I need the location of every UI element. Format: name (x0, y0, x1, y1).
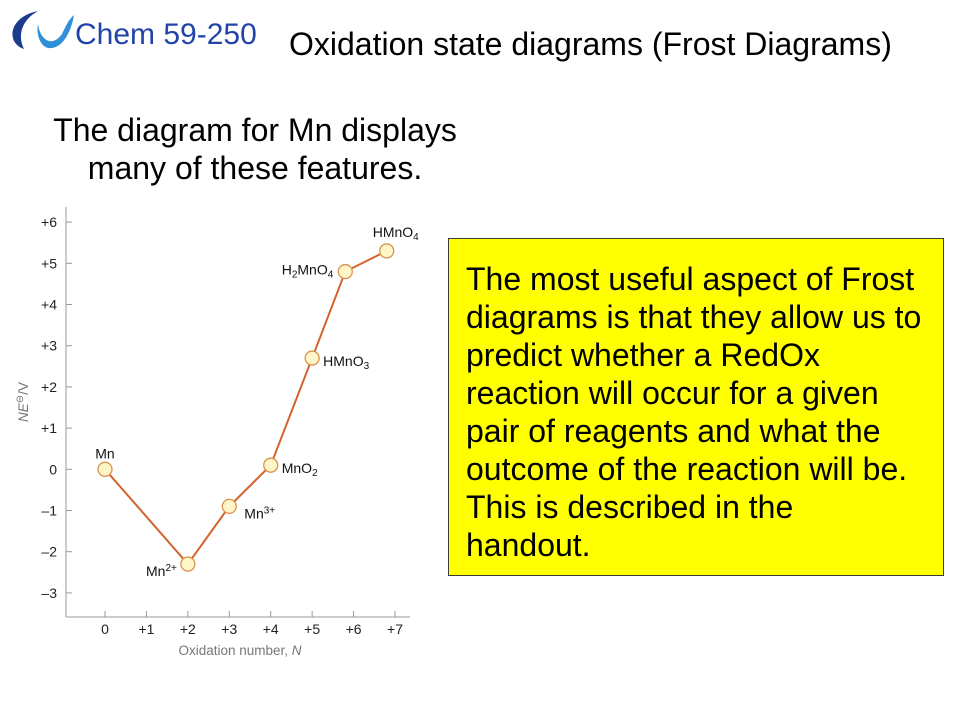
label-subscript: 3 (364, 361, 370, 372)
label-subscript: 2 (312, 468, 318, 479)
x-axis-label-text: Oxidation number, (178, 643, 291, 658)
course-code: Chem 59-250 (75, 18, 257, 51)
x-axis-label: Oxidation number, N (178, 643, 301, 658)
callout-line: The most useful aspect of Frost (466, 261, 915, 297)
slide-title: Oxidation state diagrams (Frost Diagrams… (289, 26, 892, 62)
data-point (180, 556, 196, 572)
label-text: Mn (146, 563, 165, 579)
point-label: MnO2 (282, 460, 318, 479)
y-tick-label: –2 (41, 544, 57, 560)
callout-line: This is described in the (466, 489, 794, 525)
university-logo-icon (12, 11, 74, 49)
label-subscript: 4 (413, 232, 419, 243)
y-tick-label: –3 (41, 585, 57, 601)
point-label: Mn3+ (244, 505, 275, 521)
label-text: Mn (95, 445, 114, 461)
point-label: HMnO3 (323, 353, 369, 372)
y-tick-label: –1 (41, 503, 57, 519)
intro-line: many of these features. (87, 150, 423, 186)
data-point (97, 461, 113, 477)
y-tick-label: +5 (41, 255, 57, 271)
y-axis-label: NE⊖/V (15, 382, 31, 422)
x-tick-label: +6 (346, 621, 362, 637)
frost-diagram-chart: +6+5+4+3+2+10–1–2–3 0 +1 +2 +3 +4 +5 +6 +7 MnMn… (15, 207, 419, 658)
point-label: Mn2+ (146, 563, 177, 579)
x-ticks: 0 +1 +2 +3 +4 +5 +6 +7 (101, 611, 403, 637)
y-tick-label: +3 (41, 338, 57, 354)
data-point (304, 350, 320, 366)
point-label: HMnO4 (373, 224, 419, 243)
x-tick-label: +3 (221, 621, 237, 637)
y-tick-label: 0 (49, 461, 57, 477)
label-subscript: 4 (328, 270, 334, 281)
logo-light-swoosh (37, 15, 74, 49)
intro-line: The diagram for Mn displays (53, 112, 457, 148)
x-tick-label: +4 (263, 621, 279, 637)
data-point (263, 457, 279, 473)
label-text: HMnO (373, 224, 414, 240)
label-text: MnO (297, 262, 327, 278)
callout-box: The most useful aspect of Frost diagrams… (448, 238, 944, 576)
data-point (379, 243, 395, 259)
y-tick-label: +1 (41, 420, 57, 436)
label-superscript: 2+ (165, 563, 177, 574)
x-tick-label: +1 (138, 621, 154, 637)
y-tick-label: +6 (41, 214, 57, 230)
x-tick-label: 0 (101, 621, 109, 637)
callout-line: predict whether a RedOx (466, 337, 820, 373)
intro-text: The diagram for Mn displays many of thes… (40, 111, 470, 187)
label-subscript: 2 (292, 270, 298, 281)
x-tick-label: +5 (304, 621, 320, 637)
x-axis-label-variable: N (292, 643, 302, 658)
data-point (221, 498, 237, 515)
point-label: H2MnO4 (282, 262, 334, 281)
y-ticks: +6 +5 +4 +3 +2 +1 0 –1 –2 –3 (41, 214, 72, 601)
logo-dark-swoosh (12, 11, 39, 49)
label-superscript: 3+ (264, 505, 276, 516)
callout-line: outcome of the reaction will be. (466, 451, 908, 487)
y-tick-label: +4 (41, 297, 57, 313)
y-tick-label: +2 (41, 379, 57, 395)
data-points (97, 243, 395, 572)
label-text: MnO (282, 460, 312, 476)
y-axis-label-quantity: NE (16, 402, 31, 422)
callout-line: pair of reagents and what the (466, 413, 881, 449)
point-label: Mn (95, 445, 114, 461)
callout-line: reaction will occur for a given (466, 375, 879, 411)
label-text: H (282, 262, 292, 278)
callout-line: diagrams is that they allow us to (466, 299, 922, 335)
callout-line: handout. (466, 527, 591, 563)
label-text: Mn (244, 505, 263, 521)
x-tick-label: +7 (387, 621, 403, 637)
y-axis-label-standard-symbol: ⊖ (15, 395, 26, 403)
label-text: HMnO (323, 353, 364, 369)
x-tick-label: +2 (180, 621, 196, 637)
data-point (337, 263, 353, 280)
y-axis-label-unit: /V (16, 382, 31, 395)
